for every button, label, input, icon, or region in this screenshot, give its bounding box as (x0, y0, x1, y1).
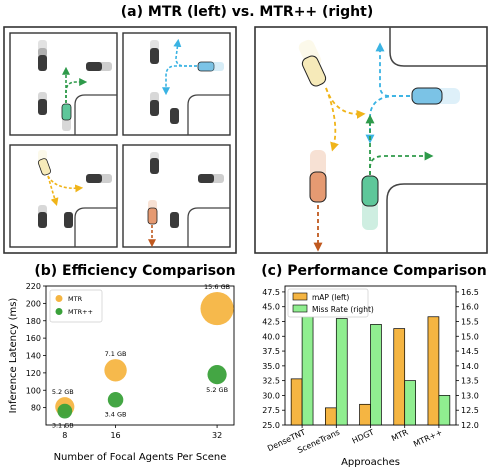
cream-car (298, 39, 327, 87)
scatter-point-mtr (104, 359, 127, 382)
scenario-illustration (3, 26, 488, 254)
memory-label: 5.2 GB (52, 388, 74, 396)
scatter-point-mtrpp (57, 403, 73, 419)
legend-box (49, 289, 103, 323)
mtrpp-scene (254, 26, 488, 254)
bar-map (359, 403, 371, 426)
y-tick-label: 160 (26, 334, 41, 343)
left-y-tick-label: 40.0 (262, 332, 280, 341)
right-y-tick-label: 16.0 (461, 303, 479, 312)
bar-miss-rate (335, 318, 348, 426)
memory-label: 3.4 GB (105, 411, 127, 419)
right-y-tick-label: 13.0 (461, 391, 479, 400)
left-y-tick-label: 42.5 (262, 317, 280, 326)
orange-car (309, 150, 327, 203)
left-y-tick-label: 45.0 (262, 303, 280, 312)
y-tick-label: 180 (26, 317, 41, 326)
y-axis-label: Inference Latency (ms) (8, 298, 19, 414)
mtr-scene-top-right (122, 32, 231, 136)
right-y-tick-label: 12.5 (461, 406, 479, 415)
right-y-tick-label: 14.5 (461, 347, 479, 356)
y-tick-label: 140 (26, 352, 41, 361)
legend-swatch (292, 304, 308, 313)
legend-marker (55, 308, 63, 315)
left-y-tick-label: 27.5 (262, 406, 280, 415)
bar-miss-rate (438, 395, 451, 426)
legend-label: MTR++ (68, 308, 93, 316)
legend-swatch (292, 292, 308, 301)
x-tick-label: MTR (390, 427, 410, 443)
bar-map (427, 316, 440, 426)
scatter-point-mtrpp (107, 392, 124, 408)
memory-label: 3.1 GB (52, 421, 74, 429)
performance-bar-chart: 25.0 27.5 30.0 32.5 35.0 37.5 40.0 42.5 45.0 47.5… (262, 285, 479, 468)
right-y-tick-label: 15.0 (461, 332, 479, 341)
legend-label: mAP (left) (312, 293, 349, 302)
legend-marker (55, 295, 63, 302)
y-tick-label: 100 (26, 386, 41, 395)
mtr-scene-bottom-left (9, 144, 118, 248)
legend-label: Miss Rate (right) (312, 305, 374, 314)
bar-miss-rate (370, 324, 382, 426)
legend-box (287, 288, 369, 318)
bar-map (290, 378, 303, 426)
panel-a-title: (a) MTR (left) vs. MTR++ (right) (120, 4, 374, 20)
bar-map (325, 407, 337, 426)
mtr-scene-bottom-right (122, 144, 231, 248)
x-tick-label: HDGT (351, 428, 376, 446)
left-y-tick-label: 35.0 (262, 362, 280, 371)
left-y-tick-label: 25.0 (262, 421, 280, 430)
right-y-tick-label: 15.5 (461, 317, 479, 326)
left-y-tick-label: 37.5 (262, 347, 280, 356)
scatter-point-mtr (200, 291, 234, 326)
bar-map (393, 328, 406, 426)
y-tick-label: 120 (26, 369, 41, 378)
panel-c-title: (c) Performance Comparison (261, 263, 487, 279)
y-tick-label: 220 (26, 282, 41, 291)
legend-label: MTR (68, 295, 83, 303)
right-y-tick-label: 14.0 (461, 362, 479, 371)
blue-car (411, 87, 460, 105)
memory-label: 7.1 GB (105, 350, 127, 358)
mtr-scene-top-left (9, 32, 118, 136)
efficiency-scatter-chart: 80 100 120 140 160 180 200 220 8 16 32 Number of Fo… (8, 282, 235, 463)
bar-miss-rate (404, 380, 416, 426)
x-axis-label: Number of Focal Agents Per Scene (54, 452, 227, 463)
right-y-tick-label: 16.5 (461, 288, 479, 297)
right-y-tick-label: 13.5 (461, 377, 479, 386)
x-axis-label: Approaches (341, 457, 400, 468)
x-tick-label: 32 (212, 431, 222, 440)
x-tick-label: MTR++ (412, 428, 444, 449)
y-tick-label: 80 (31, 404, 41, 413)
x-tick-label: 16 (110, 431, 120, 440)
left-y-tick-label: 32.5 (262, 377, 280, 386)
panel-b-title: (b) Efficiency Comparison (34, 263, 236, 279)
y-tick-label: 200 (26, 299, 41, 308)
left-y-tick-label: 30.0 (262, 391, 280, 400)
memory-label: 5.2 GB (206, 386, 228, 394)
right-y-tick-label: 12.0 (461, 421, 479, 430)
mtr-scenes-group (3, 26, 237, 254)
bar-miss-rate (301, 312, 314, 426)
green-car (361, 175, 379, 230)
memory-label: 15.6 GB (204, 283, 230, 291)
x-tick-label: 8 (62, 431, 67, 440)
left-y-tick-label: 47.5 (262, 288, 280, 297)
scatter-point-mtrpp (207, 365, 227, 385)
